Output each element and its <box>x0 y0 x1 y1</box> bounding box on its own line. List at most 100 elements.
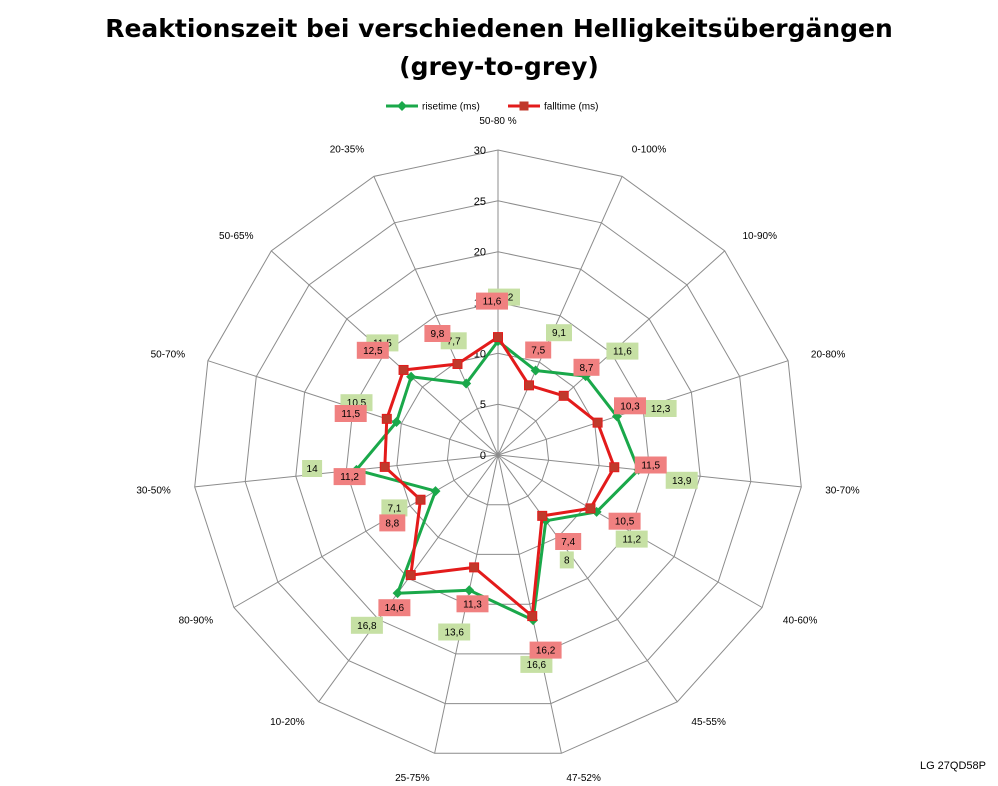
risetime-label-box <box>302 460 323 477</box>
falltime-point <box>592 417 603 428</box>
chart-title-line-1: Reaktionszeit bei verschiedenen Helligke… <box>105 14 893 43</box>
falltime-data-label: 10,3 <box>620 401 640 412</box>
chart-title: Reaktionszeit bei verschiedenen Helligke… <box>0 10 998 86</box>
falltime-label-box <box>573 358 600 376</box>
falltime-label-box <box>634 456 667 474</box>
series-line-risetime <box>354 339 640 622</box>
risetime-data-label: 9,1 <box>552 328 566 339</box>
tick-label: 20 <box>474 247 486 259</box>
falltime-data-label: 11,3 <box>463 599 482 610</box>
risetime-data-label: 14 <box>307 464 319 475</box>
grid-ring-5 <box>446 403 550 506</box>
falltime-data-label: 14,6 <box>385 603 405 614</box>
risetime-label-box <box>665 471 698 489</box>
chart-title-line-2: (grey-to-grey) <box>399 52 599 81</box>
legend: risetime (ms) falltime (ms) <box>386 101 598 113</box>
falltime-data-label: 10,5 <box>615 517 635 528</box>
watermark-text: LG 27QD58P <box>919 760 986 772</box>
falltime-data-label: 7,5 <box>531 346 545 357</box>
falltime-data-label: 12,5 <box>363 346 383 357</box>
legend-marker-risetime <box>397 101 407 111</box>
category-label: 30-50% <box>136 485 171 496</box>
falltime-point <box>469 562 480 573</box>
category-labels: 50-80 % 0-100% 10-90% 20-80% 30-70% 40-60% 45-… <box>136 116 859 784</box>
risetime-data-label: 16,6 <box>527 660 547 671</box>
grid-ring-20 <box>295 251 701 655</box>
risetime-data-label: 16,8 <box>357 621 377 632</box>
grid-spoke <box>497 176 623 456</box>
risetime-point <box>392 588 403 599</box>
risetime-label-box <box>546 324 572 342</box>
risetime-label-box <box>615 530 648 548</box>
category-label: 50-65% <box>219 231 254 242</box>
radar-grid <box>194 149 802 754</box>
falltime-data-label: 11,6 <box>483 297 502 308</box>
grid-ring-30 <box>194 149 802 754</box>
falltime-data-label: 16,2 <box>536 646 556 657</box>
category-label: 20-35% <box>330 144 365 155</box>
risetime-data-label: 7,1 <box>387 503 401 514</box>
falltime-label-box <box>525 341 552 359</box>
falltime-data-label: 7,4 <box>561 537 575 548</box>
data-labels-layer: 11,2 9,1 11,6 12,3 13,9 11,2 8 16,6 13,6 16,8 7,1 1… <box>302 288 698 673</box>
risetime-label-box <box>644 400 677 417</box>
series-layer <box>351 332 644 626</box>
category-label: 45-55% <box>691 717 726 728</box>
risetime-label-box <box>606 342 639 360</box>
tick-label: 0 <box>480 450 486 462</box>
legend-label-risetime: risetime (ms) <box>422 102 480 113</box>
risetime-label-box <box>350 616 383 634</box>
falltime-data-label: 8,8 <box>385 518 399 529</box>
category-label: 30-70% <box>825 485 860 496</box>
risetime-point <box>406 371 417 382</box>
risetime-data-label: 13,6 <box>444 628 464 639</box>
risetime-label-box <box>559 551 574 569</box>
falltime-label-box <box>614 397 646 415</box>
risetime-data-label: 11,2 <box>622 535 641 546</box>
risetime-data-label: 13,9 <box>672 476 692 487</box>
falltime-point <box>415 494 426 505</box>
category-label: 80-90% <box>179 616 214 627</box>
falltime-label-box <box>356 341 389 359</box>
category-label: 50-80 % <box>479 116 516 127</box>
risetime-point <box>391 417 402 428</box>
falltime-point <box>405 570 416 581</box>
falltime-point <box>524 380 535 391</box>
risetime-point <box>430 486 441 497</box>
tick-label: 25 <box>474 196 486 208</box>
category-label: 20-80% <box>811 349 846 360</box>
risetime-label-box <box>520 655 553 673</box>
falltime-data-label: 8,7 <box>580 363 594 374</box>
falltime-label-box <box>476 292 508 310</box>
falltime-point <box>537 510 548 521</box>
grid-ring-25 <box>244 200 752 705</box>
risetime-label-box <box>438 623 471 641</box>
category-label: 0-100% <box>632 144 667 155</box>
falltime-point <box>493 332 503 343</box>
category-label: 40-60% <box>783 616 818 627</box>
category-label: 25-75% <box>395 773 430 784</box>
falltime-label-box <box>456 595 489 613</box>
series-line-falltime <box>383 335 616 618</box>
falltime-label-box <box>608 512 641 530</box>
grid-spoke <box>373 176 499 456</box>
falltime-point <box>609 462 620 473</box>
risetime-data-label: 10,5 <box>347 398 367 409</box>
category-label: 47-52% <box>566 773 601 784</box>
grid-spoke <box>497 454 562 754</box>
falltime-data-label: 11,5 <box>341 409 360 420</box>
falltime-data-label: 9,8 <box>430 329 444 340</box>
falltime-label-box <box>334 405 367 422</box>
falltime-point <box>585 503 596 514</box>
grid-spoke <box>497 454 678 703</box>
falltime-label-box <box>529 641 562 659</box>
risetime-point <box>461 378 472 389</box>
tick-label: 30 <box>474 145 486 157</box>
falltime-label-box <box>555 533 582 550</box>
falltime-point <box>558 390 569 401</box>
legend-label-falltime: falltime (ms) <box>544 102 598 113</box>
risetime-data-label: 11,6 <box>613 347 632 358</box>
legend-marker-falltime <box>519 101 529 111</box>
risetime-point <box>464 585 475 596</box>
